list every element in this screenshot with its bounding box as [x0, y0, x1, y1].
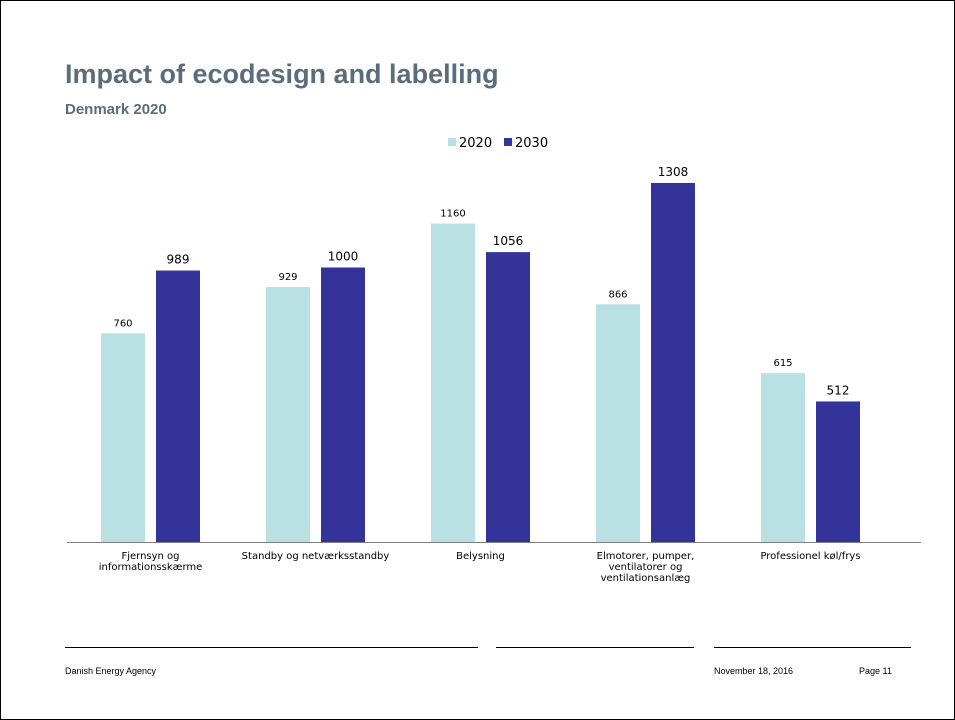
data-label-2020-5: 615: [773, 358, 792, 369]
bar-2030-4: [651, 182, 695, 543]
bar-2030-3: [486, 252, 530, 543]
bar-2020-5: [761, 373, 805, 542]
footer-divider-right: [714, 647, 911, 648]
x-tick-label-4: Elmotorer, pumper, ventilatorer og ventila…: [597, 551, 695, 584]
data-label-2030-3: 1056: [493, 234, 524, 248]
data-label-2030-5: 512: [827, 383, 850, 397]
footer-divider-middle: [496, 647, 694, 648]
bar-2030-1: [156, 270, 200, 542]
bar-2030-2: [321, 267, 365, 542]
slide-title: Impact of ecodesign and labelling: [65, 59, 499, 89]
bar-2020-4: [596, 304, 640, 542]
x-tick-label-5: Professionel køl/frys: [760, 551, 860, 562]
bar-2020-2: [266, 286, 310, 542]
footer-organization: Danish Energy Agency: [65, 666, 157, 676]
x-tick-label-2: Standby og netværksstandby: [242, 551, 390, 562]
data-label-2020-1: 760: [113, 318, 132, 329]
footer-divider-left: [65, 647, 478, 648]
data-label-2020-3: 1160: [440, 209, 465, 220]
footer-date: November 18, 2016: [714, 666, 794, 676]
bar-chart: 760 929 1160 866 615 989 1000 1056 1308 512 Fjerns…: [67, 136, 921, 584]
legend-swatch-2030: [504, 138, 512, 146]
data-label-2020-2: 929: [278, 272, 297, 283]
x-tick-label-1: Fjernsyn og informationsskærme: [99, 551, 203, 573]
x-tick-label-3: Belysning: [456, 551, 505, 562]
legend-label-2030: 2030: [515, 136, 548, 151]
data-label-2030-2: 1000: [328, 250, 359, 264]
bar-2020-1: [101, 333, 145, 542]
slide-subtitle: Denmark 2020: [65, 101, 167, 118]
data-label-2020-4: 866: [608, 289, 627, 300]
legend-swatch-2020: [448, 138, 456, 146]
bar-2030-5: [816, 401, 860, 542]
legend-label-2020: 2020: [459, 136, 492, 151]
data-label-2030-4: 1308: [658, 165, 689, 179]
footer-page-number: Page 11: [859, 666, 892, 676]
data-label-2030-1: 989: [167, 253, 190, 267]
bar-2020-3: [431, 223, 475, 542]
